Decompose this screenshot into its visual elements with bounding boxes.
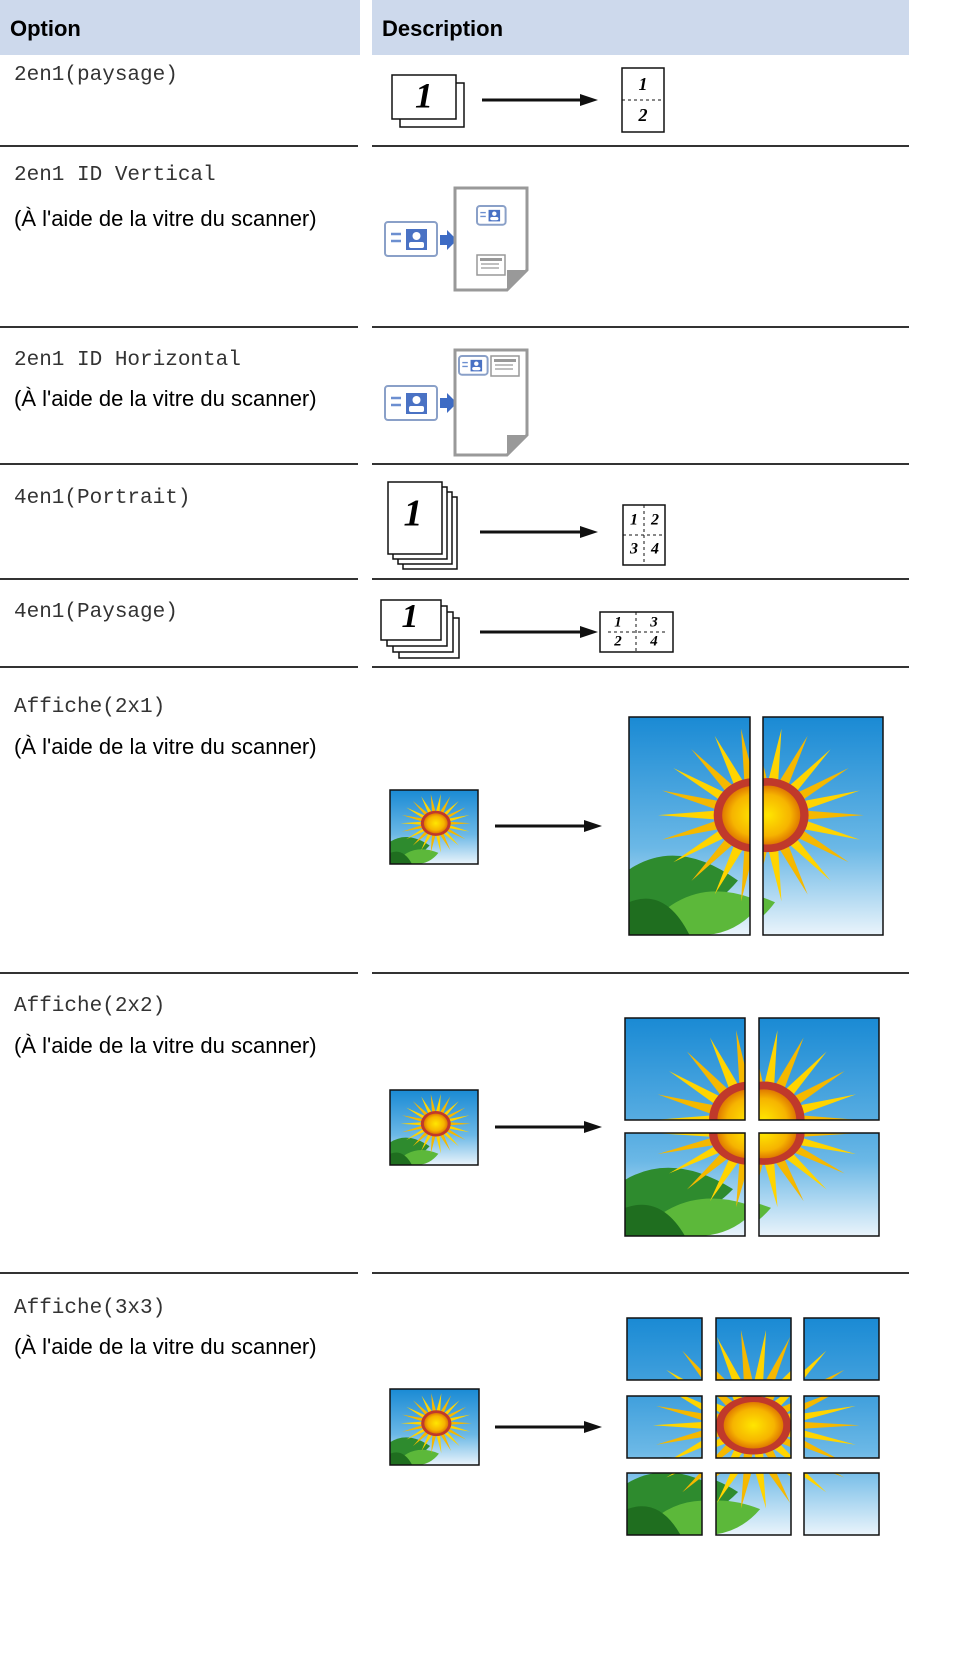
- photo-border: [762, 716, 884, 936]
- arrow-head: [584, 820, 602, 832]
- option-label: 4en1(Portrait): [14, 487, 190, 510]
- option-note: (À l'aide de la vitre du scanner): [14, 1334, 317, 1359]
- id-head: [412, 232, 421, 240]
- figure-label: 1: [415, 75, 433, 115]
- blue-arrow-head: [447, 393, 457, 413]
- photo: [390, 1389, 479, 1465]
- photo: [390, 1090, 478, 1165]
- doc-bar: [480, 258, 502, 261]
- figure-label: 1: [404, 493, 423, 535]
- figure-label: 3: [629, 541, 638, 558]
- header-cell: [0, 0, 360, 55]
- photo-border: [803, 1395, 880, 1459]
- option-label: 4en1(Paysage): [14, 601, 178, 624]
- id-head: [474, 361, 479, 366]
- photo-tile: [390, 1389, 479, 1465]
- option-note: (À l'aide de la vitre du scanner): [14, 734, 317, 759]
- photo-tile: [390, 790, 478, 864]
- id-head: [492, 211, 497, 216]
- page-sheet: [380, 599, 442, 641]
- option-label: 2en1(paysage): [14, 64, 178, 87]
- photo-border: [715, 1395, 792, 1459]
- option-label: 2en1 ID Horizontal: [14, 349, 241, 372]
- figure-label: 4: [650, 541, 659, 558]
- figure-label: 1: [630, 512, 638, 529]
- blue-arrow: [440, 398, 447, 408]
- sheet-fold: [507, 270, 527, 290]
- header-option: Option: [10, 16, 81, 41]
- figure-label: 1: [402, 598, 419, 635]
- option-label: Affiche(3x3): [14, 1297, 165, 1320]
- option-label: 2en1 ID Vertical: [14, 164, 216, 187]
- header-description: Description: [382, 16, 503, 41]
- arrow-head: [584, 1121, 602, 1133]
- figure-label: 2: [650, 512, 659, 529]
- option-note: (À l'aide de la vitre du scanner): [14, 386, 317, 411]
- blue-arrow: [440, 235, 447, 245]
- id-body: [472, 367, 481, 371]
- photo-border: [758, 1017, 880, 1121]
- photo-border: [715, 1317, 792, 1381]
- id-body: [490, 217, 499, 221]
- photo-border: [389, 789, 479, 865]
- photo-border: [715, 1472, 792, 1536]
- id-head: [412, 396, 421, 404]
- id-body: [409, 406, 424, 412]
- arrow-head: [580, 626, 598, 638]
- arrow-head: [580, 526, 598, 538]
- figure-label: 2: [638, 105, 648, 125]
- figure-label: 1: [614, 614, 622, 630]
- figure-label: 2: [613, 633, 622, 649]
- header-cell: [372, 0, 909, 55]
- figure-label: 4: [649, 633, 658, 649]
- photo-border: [389, 1089, 479, 1166]
- option-label: Affiche(2x2): [14, 995, 165, 1018]
- photo-border: [389, 1388, 480, 1466]
- doc-bar: [494, 359, 516, 362]
- sheet-fold: [507, 435, 527, 455]
- photo: [390, 790, 478, 864]
- option-note: (À l'aide de la vitre du scanner): [14, 1033, 317, 1058]
- photo-border: [758, 1132, 880, 1237]
- blue-arrow-head: [447, 230, 457, 250]
- arrow-head: [584, 1421, 602, 1433]
- figure-label: 1: [639, 74, 648, 94]
- photo-border: [624, 1132, 746, 1237]
- arrow-head: [580, 94, 598, 106]
- photo-tile: [390, 1090, 478, 1165]
- option-label: Affiche(2x1): [14, 696, 165, 719]
- option-note: (À l'aide de la vitre du scanner): [14, 206, 317, 231]
- photo-border: [803, 1317, 880, 1381]
- id-body: [409, 242, 424, 248]
- photo-border: [628, 716, 751, 936]
- page-sheet: [387, 481, 443, 555]
- photo-border: [626, 1472, 703, 1536]
- photo-border: [803, 1472, 880, 1536]
- page-sheet: [391, 74, 457, 120]
- photo-border: [624, 1017, 746, 1121]
- photo-border: [626, 1317, 703, 1381]
- figure-label: 3: [649, 614, 658, 630]
- photo-border: [626, 1395, 703, 1459]
